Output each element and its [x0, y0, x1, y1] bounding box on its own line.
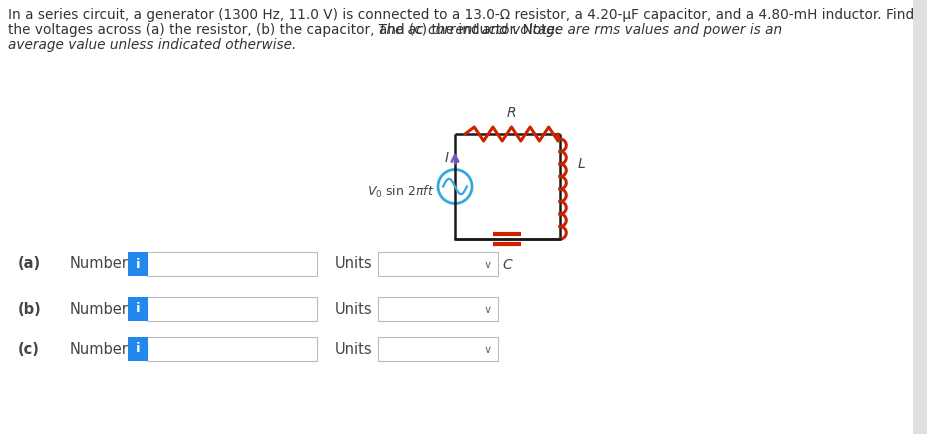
FancyBboxPatch shape: [146, 297, 317, 321]
Text: R: R: [506, 106, 515, 120]
Text: Number: Number: [70, 256, 129, 272]
FancyBboxPatch shape: [377, 252, 498, 276]
Text: Units: Units: [335, 256, 373, 272]
Text: i: i: [135, 257, 140, 270]
Text: Number: Number: [70, 302, 129, 316]
Text: (a): (a): [18, 256, 41, 272]
Text: $V_0$ sin $2\pi ft$: $V_0$ sin $2\pi ft$: [366, 184, 434, 200]
Text: average value unless indicated otherwise.: average value unless indicated otherwise…: [8, 38, 296, 52]
Text: (b): (b): [18, 302, 42, 316]
FancyBboxPatch shape: [912, 0, 927, 434]
Text: C: C: [502, 258, 512, 272]
FancyBboxPatch shape: [128, 297, 147, 321]
FancyBboxPatch shape: [146, 252, 317, 276]
Text: ∨: ∨: [483, 305, 491, 315]
Text: L: L: [578, 157, 585, 171]
FancyBboxPatch shape: [377, 297, 498, 321]
Text: I: I: [444, 151, 449, 165]
Text: i: i: [135, 342, 140, 355]
Text: In a series circuit, a generator (1300 Hz, 11.0 V) is connected to a 13.0-Ω resi: In a series circuit, a generator (1300 H…: [8, 8, 913, 22]
FancyBboxPatch shape: [146, 337, 317, 361]
FancyBboxPatch shape: [377, 337, 498, 361]
Text: (c): (c): [18, 342, 40, 356]
Text: Units: Units: [335, 342, 373, 356]
FancyBboxPatch shape: [128, 337, 147, 361]
FancyBboxPatch shape: [128, 252, 147, 276]
Text: the voltages across (a) the resistor, (b) the capacitor, and (c) the inductor. N: the voltages across (a) the resistor, (b…: [8, 23, 564, 37]
Text: ∨: ∨: [483, 260, 491, 270]
Text: i: i: [135, 302, 140, 316]
Text: ∨: ∨: [483, 345, 491, 355]
Text: Units: Units: [335, 302, 373, 316]
Text: The ac current and voltage are rms values and power is an: The ac current and voltage are rms value…: [377, 23, 781, 37]
Text: Number: Number: [70, 342, 129, 356]
